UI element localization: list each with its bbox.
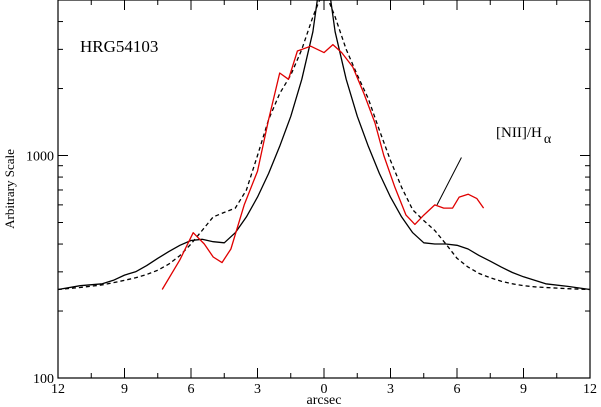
ratio-label: [NII]/H α bbox=[496, 125, 552, 147]
x-tick-label: 6 bbox=[188, 382, 195, 397]
x-tick-label: 6 bbox=[454, 382, 461, 397]
chart-name-label: HRG54103 bbox=[80, 37, 158, 56]
x-tick-label: 9 bbox=[121, 382, 128, 397]
ratio-label-subscript: α bbox=[544, 132, 552, 147]
ratio-label-pointer bbox=[436, 157, 462, 206]
series-line-3 bbox=[161, 43, 485, 290]
series-layer bbox=[58, 0, 590, 291]
y-tick-label: 1000 bbox=[26, 150, 54, 165]
x-tick-label: 9 bbox=[520, 382, 527, 397]
series-line-2 bbox=[58, 0, 590, 291]
ratio-label-base: [NII]/H bbox=[496, 125, 542, 141]
x-tick-label: 12 bbox=[583, 382, 597, 397]
x-tick-label: 12 bbox=[51, 382, 65, 397]
ticks-layer bbox=[57, 0, 591, 379]
y-axis-label: Arbitrary Scale bbox=[2, 149, 17, 229]
x-axis-label: arcsec bbox=[307, 393, 342, 407]
x-tick-label: 3 bbox=[387, 382, 394, 397]
y-tick-label: 100 bbox=[33, 372, 54, 387]
series-line-1 bbox=[58, 0, 590, 291]
x-tick-label: 0 bbox=[321, 382, 328, 397]
x-tick-label: 3 bbox=[254, 382, 261, 397]
